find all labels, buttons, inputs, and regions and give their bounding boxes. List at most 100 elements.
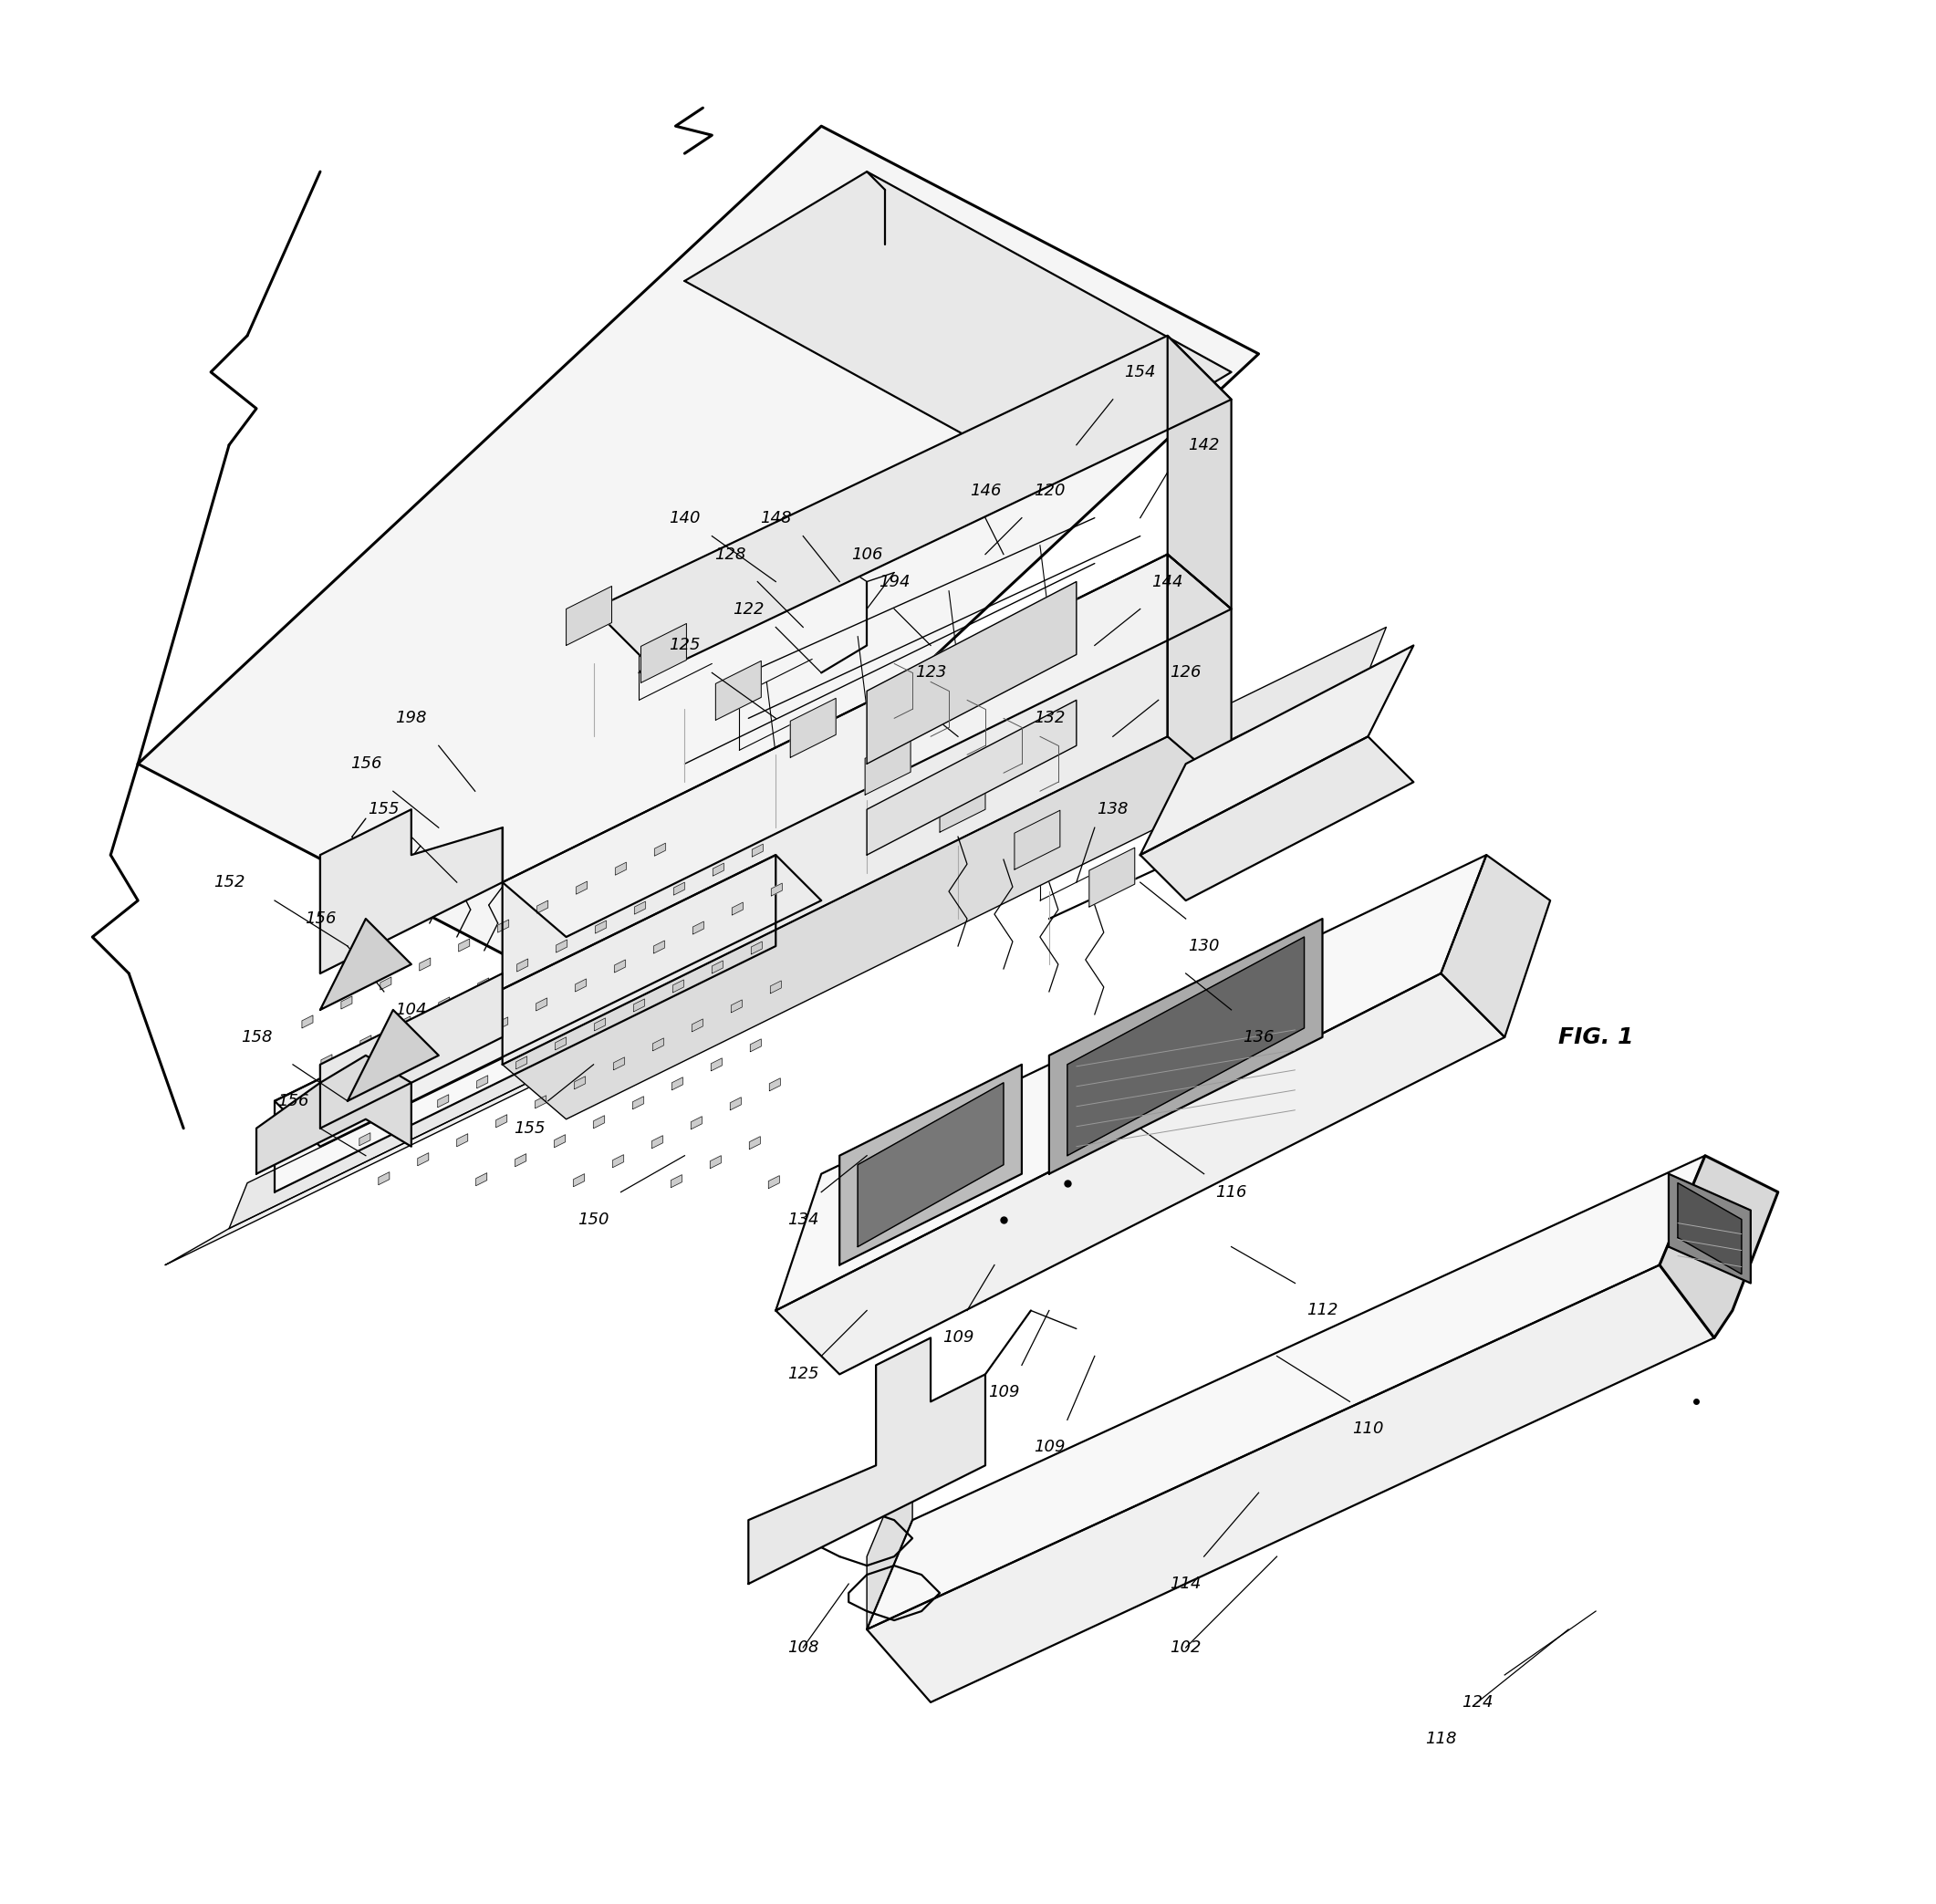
Polygon shape bbox=[654, 941, 664, 954]
Polygon shape bbox=[503, 554, 1167, 1064]
Text: 148: 148 bbox=[761, 510, 792, 526]
Polygon shape bbox=[616, 863, 627, 876]
Text: 134: 134 bbox=[788, 1211, 819, 1228]
Polygon shape bbox=[517, 960, 529, 971]
Polygon shape bbox=[360, 1133, 370, 1146]
Polygon shape bbox=[1440, 855, 1551, 1038]
Polygon shape bbox=[498, 1017, 507, 1030]
Polygon shape bbox=[438, 1095, 449, 1108]
Text: 158: 158 bbox=[240, 1028, 273, 1045]
Polygon shape bbox=[652, 1135, 662, 1148]
Polygon shape bbox=[319, 973, 503, 1129]
Polygon shape bbox=[1090, 847, 1134, 906]
Polygon shape bbox=[498, 920, 509, 933]
Polygon shape bbox=[712, 962, 722, 973]
Text: 108: 108 bbox=[788, 1639, 819, 1656]
Text: 136: 136 bbox=[1243, 1028, 1274, 1045]
Polygon shape bbox=[457, 1036, 469, 1049]
Polygon shape bbox=[633, 1000, 645, 1011]
Polygon shape bbox=[275, 855, 776, 1192]
Polygon shape bbox=[457, 1133, 469, 1146]
Polygon shape bbox=[536, 901, 548, 914]
Text: 132: 132 bbox=[1034, 710, 1065, 727]
Text: 126: 126 bbox=[1169, 664, 1202, 682]
Polygon shape bbox=[672, 1078, 683, 1089]
Polygon shape bbox=[693, 922, 705, 935]
Text: 124: 124 bbox=[1462, 1695, 1493, 1710]
Polygon shape bbox=[594, 1116, 604, 1129]
Polygon shape bbox=[515, 1154, 527, 1167]
Polygon shape bbox=[517, 1057, 527, 1068]
Polygon shape bbox=[865, 735, 910, 794]
Polygon shape bbox=[503, 554, 1231, 937]
Polygon shape bbox=[1067, 937, 1305, 1156]
Text: 155: 155 bbox=[513, 1120, 546, 1137]
Polygon shape bbox=[716, 661, 761, 720]
Text: 110: 110 bbox=[1351, 1420, 1384, 1438]
Polygon shape bbox=[751, 843, 763, 857]
Polygon shape bbox=[771, 883, 782, 897]
Text: 146: 146 bbox=[970, 482, 1001, 499]
Polygon shape bbox=[751, 941, 763, 954]
Polygon shape bbox=[1049, 920, 1322, 1175]
Polygon shape bbox=[654, 843, 666, 857]
Polygon shape bbox=[674, 981, 683, 992]
Text: 112: 112 bbox=[1307, 1302, 1338, 1319]
Polygon shape bbox=[360, 1036, 372, 1047]
Polygon shape bbox=[399, 1114, 410, 1127]
Polygon shape bbox=[554, 1135, 565, 1148]
Polygon shape bbox=[379, 977, 391, 990]
Text: 106: 106 bbox=[852, 546, 883, 562]
Text: 156: 156 bbox=[350, 756, 381, 771]
Polygon shape bbox=[137, 126, 1258, 992]
Text: 104: 104 bbox=[395, 1002, 428, 1019]
Polygon shape bbox=[614, 960, 625, 973]
Polygon shape bbox=[641, 623, 687, 684]
Polygon shape bbox=[732, 902, 743, 916]
Text: 194: 194 bbox=[879, 573, 910, 590]
Polygon shape bbox=[275, 855, 821, 1146]
Polygon shape bbox=[730, 1097, 741, 1110]
Polygon shape bbox=[1659, 1156, 1777, 1339]
Polygon shape bbox=[635, 901, 645, 914]
Polygon shape bbox=[1669, 1175, 1750, 1283]
Polygon shape bbox=[594, 1019, 606, 1030]
Polygon shape bbox=[573, 1175, 585, 1186]
Polygon shape bbox=[319, 809, 503, 973]
Polygon shape bbox=[1140, 737, 1413, 901]
Text: 109: 109 bbox=[987, 1384, 1018, 1401]
Polygon shape bbox=[712, 863, 724, 876]
Polygon shape bbox=[556, 1038, 565, 1049]
Polygon shape bbox=[575, 1076, 585, 1089]
Polygon shape bbox=[776, 973, 1504, 1375]
Text: 198: 198 bbox=[395, 710, 428, 727]
Polygon shape bbox=[749, 1339, 985, 1584]
Polygon shape bbox=[556, 941, 567, 952]
Polygon shape bbox=[776, 855, 1487, 1310]
Polygon shape bbox=[867, 1447, 912, 1630]
Polygon shape bbox=[691, 1019, 703, 1032]
Polygon shape bbox=[790, 699, 836, 758]
Text: 118: 118 bbox=[1425, 1731, 1456, 1748]
Text: 138: 138 bbox=[1098, 802, 1129, 817]
Polygon shape bbox=[459, 939, 470, 952]
Polygon shape bbox=[769, 1175, 780, 1188]
Text: 128: 128 bbox=[714, 546, 745, 562]
Polygon shape bbox=[1167, 554, 1231, 792]
Text: 144: 144 bbox=[1152, 573, 1183, 590]
Text: 122: 122 bbox=[732, 602, 765, 617]
Polygon shape bbox=[751, 1040, 761, 1051]
Polygon shape bbox=[1679, 1182, 1742, 1274]
Polygon shape bbox=[749, 1137, 761, 1150]
Polygon shape bbox=[399, 1017, 410, 1028]
Polygon shape bbox=[319, 920, 410, 1009]
Polygon shape bbox=[577, 882, 587, 895]
Polygon shape bbox=[379, 1173, 389, 1184]
Text: 156: 156 bbox=[304, 910, 337, 927]
Text: 114: 114 bbox=[1169, 1577, 1202, 1592]
Polygon shape bbox=[1167, 335, 1231, 609]
Polygon shape bbox=[732, 1000, 741, 1013]
Text: 156: 156 bbox=[277, 1093, 308, 1110]
Polygon shape bbox=[867, 1264, 1713, 1702]
Polygon shape bbox=[1140, 645, 1413, 855]
